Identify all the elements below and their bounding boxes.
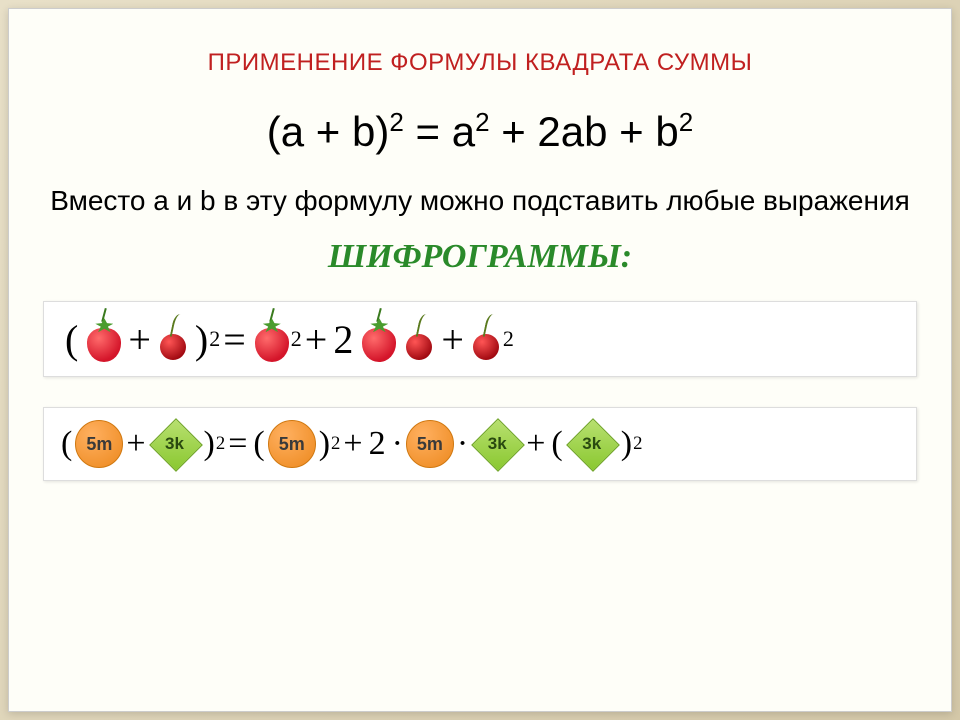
dot-op: ·	[392, 425, 403, 463]
exp-2: 2	[216, 433, 225, 455]
plus-sign: +	[305, 316, 328, 363]
coef-2: 2	[369, 425, 386, 463]
formula-eq: =	[404, 108, 452, 155]
cherry-icon	[467, 314, 505, 364]
formula-plus2: +	[607, 108, 655, 155]
diamond-token: 3k	[471, 418, 523, 470]
cherry-icon	[400, 314, 438, 364]
exp-2: 2	[331, 433, 340, 455]
paren-open: (	[61, 425, 72, 463]
formula-t1-exp: 2	[475, 107, 489, 137]
circle-token: 5m	[268, 420, 316, 468]
diamond-label: 3k	[488, 434, 507, 454]
coef-2: 2	[333, 316, 353, 363]
strawberry-icon	[356, 314, 400, 364]
circle-token: 5m	[406, 420, 454, 468]
slide-container: ПРИМЕНЕНИЕ ФОРМУЛЫ КВАДРАТА СУММЫ (a + b…	[8, 8, 952, 712]
plus-sign: +	[126, 425, 145, 463]
exp-2: 2	[633, 433, 642, 455]
paren-close: )	[195, 316, 208, 363]
formula-t2: 2ab	[537, 108, 607, 155]
circle-token: 5m	[75, 420, 123, 468]
cherry-icon	[154, 314, 192, 364]
diamond-token: 3k	[149, 418, 201, 470]
formula-plus1: +	[490, 108, 538, 155]
diamond-label: 3k	[165, 434, 184, 454]
formula-lhs-exp: 2	[389, 107, 403, 137]
cipher-row-fruit: ( + )2 = 2 + 2 + 2	[43, 301, 917, 377]
exp-2: 2	[209, 326, 220, 352]
formula-lhs: (a + b)	[267, 108, 390, 155]
paren-open: (	[65, 316, 78, 363]
plus-sign: +	[441, 316, 464, 363]
paren-close: )	[621, 425, 632, 463]
dot-op: ·	[457, 425, 468, 463]
paren-open: (	[551, 425, 562, 463]
equals-sign: =	[228, 425, 247, 463]
formula-t3-exp: 2	[679, 107, 693, 137]
formula-t1: a	[452, 108, 475, 155]
subtitle: ШИФРОГРАММЫ:	[39, 238, 921, 276]
subtext: Вместо а и b в эту формулу можно подстав…	[39, 181, 921, 220]
diamond-label: 3k	[582, 434, 601, 454]
equals-sign: =	[223, 316, 246, 363]
diamond-token: 3k	[566, 418, 618, 470]
paren-close: )	[204, 425, 215, 463]
paren-open: (	[253, 425, 264, 463]
plus-sign: +	[128, 316, 151, 363]
main-formula: (a + b)2 = a2 + 2ab + b2	[39, 107, 921, 156]
paren-close: )	[319, 425, 330, 463]
cipher-row-shapes: ( 5m + 3k )2 = ( 5m )2 + 2 · 5m · 3k + (…	[43, 407, 917, 481]
strawberry-icon	[81, 314, 125, 364]
strawberry-icon	[249, 314, 293, 364]
formula-t3: b	[655, 108, 678, 155]
plus-sign: +	[526, 425, 545, 463]
slide-title: ПРИМЕНЕНИЕ ФОРМУЛЫ КВАДРАТА СУММЫ	[39, 49, 921, 77]
plus-sign: +	[343, 425, 362, 463]
